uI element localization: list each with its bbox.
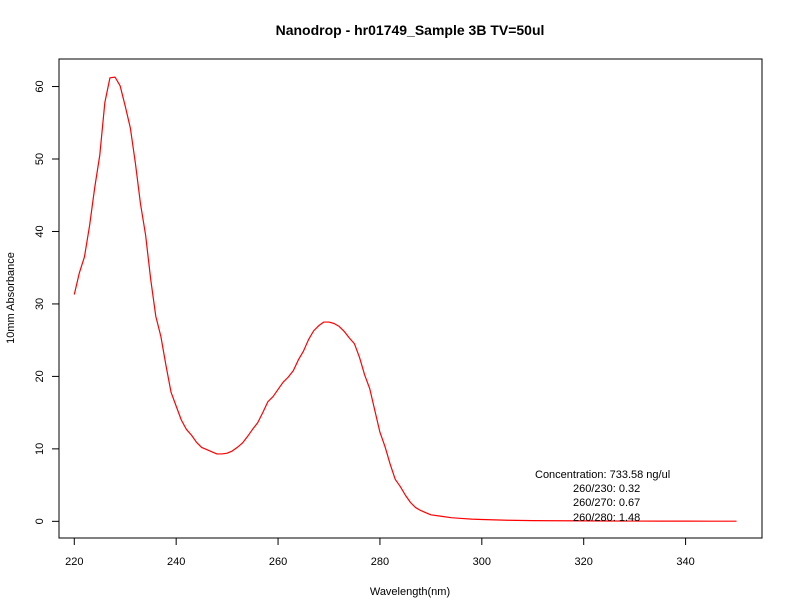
x-tick-label: 240 [167,556,185,568]
series-layer [73,76,737,522]
annotation-ratio-260-270: 260/270: 0.67 [573,497,640,509]
x-axis: 220 240 260 280 300 320 340 [65,537,695,568]
x-tick-label: 280 [371,556,389,568]
x-tick-label: 340 [676,556,694,568]
x-axis-label: Wavelength(nm) [370,586,450,598]
annotation-ratio-260-230: 260/230: 0.32 [573,483,640,495]
chart-title: Nanodrop - hr01749_Sample 3B TV=50ul [276,22,545,38]
y-tick-label: 10 [34,443,46,455]
y-tick-label: 40 [34,225,46,237]
y-tick-label: 0 [34,518,46,524]
y-axis: 0 10 20 30 40 50 60 [34,80,60,524]
absorbance-series-line [73,76,737,522]
y-tick-label: 20 [34,370,46,382]
x-tick-label: 320 [575,556,593,568]
x-tick-label: 300 [473,556,491,568]
annotation-concentration: Concentration: 733.58 ng/ul [535,469,670,481]
y-tick-label: 60 [34,80,46,92]
y-tick-label: 30 [34,298,46,310]
y-axis-label: 10mm Absorbance [5,252,17,344]
x-tick-label: 220 [65,556,83,568]
annotation-ratio-260-280: 260/280: 1.48 [573,512,640,524]
x-tick-label: 260 [269,556,287,568]
y-tick-label: 50 [34,153,46,165]
annotation-box: Concentration: 733.58 ng/ul 260/230: 0.3… [535,469,670,524]
